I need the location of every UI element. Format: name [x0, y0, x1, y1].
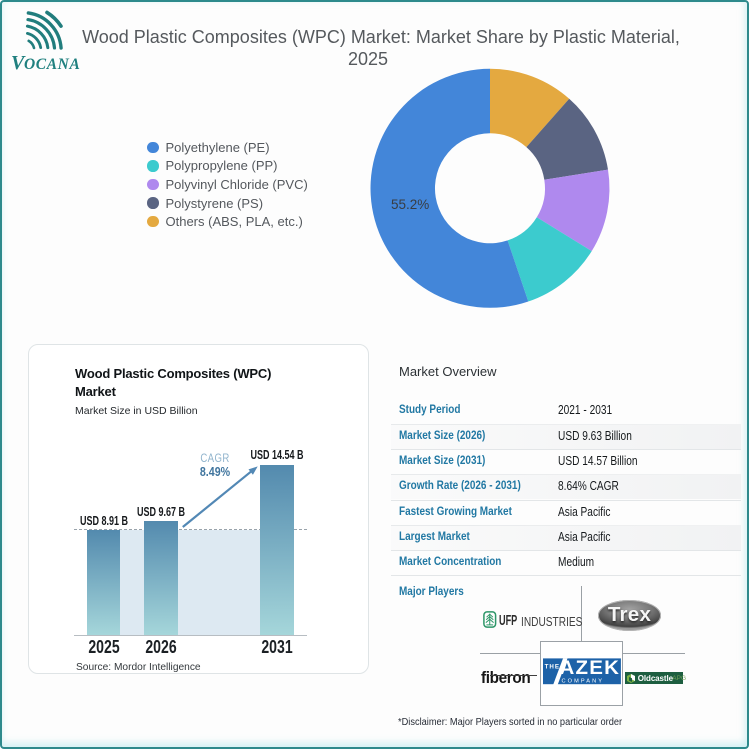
- svg-text:55.2%: 55.2%: [391, 197, 429, 212]
- svg-text:COMPANY: COMPANY: [561, 678, 604, 684]
- svg-text:THE: THE: [544, 663, 559, 670]
- svg-text:OCANA: OCANA: [24, 56, 80, 73]
- svg-text:V: V: [11, 52, 26, 73]
- svg-text:AZEK: AZEK: [559, 657, 620, 678]
